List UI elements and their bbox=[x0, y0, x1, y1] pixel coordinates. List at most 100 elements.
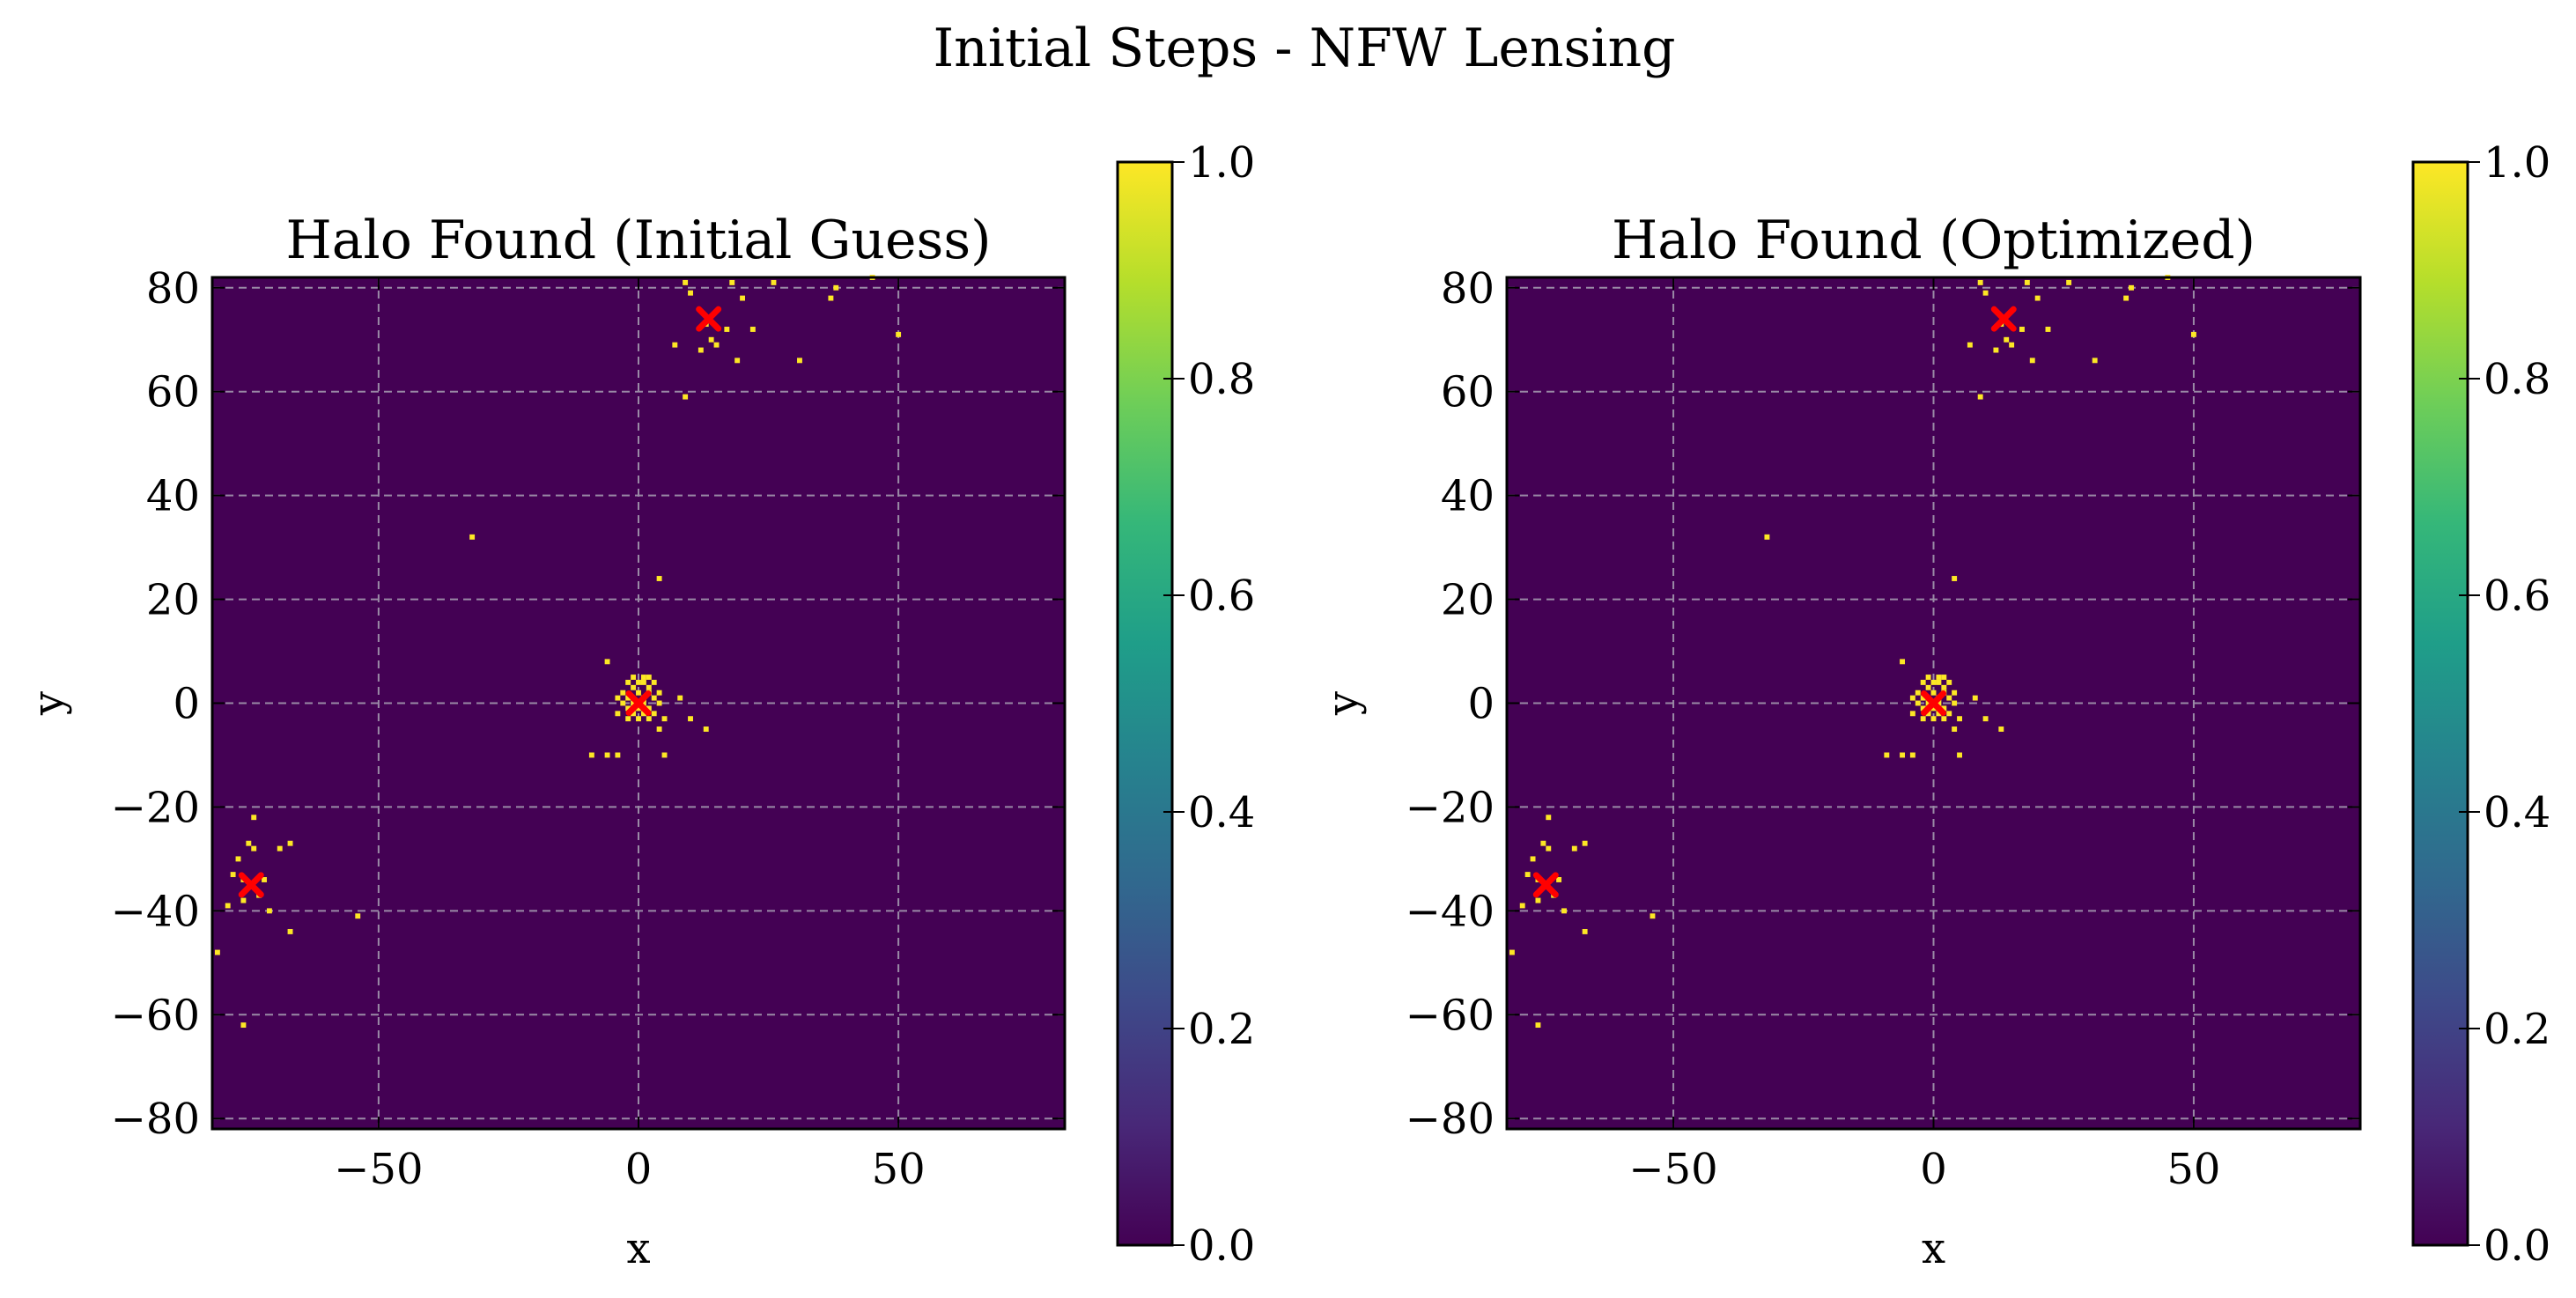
heatmap-pixel bbox=[287, 840, 293, 846]
heatmap-pixel bbox=[1936, 711, 1942, 717]
heatmap-pixel bbox=[1925, 711, 1931, 717]
heatmap-pixel bbox=[2034, 295, 2041, 301]
heatmap-pixel bbox=[1519, 903, 1525, 909]
panel-2: Halo Found (Optimized) −50 0 50 −80 −60 −40 −20… bbox=[1318, 138, 2550, 1273]
heatmap-pixel bbox=[646, 684, 652, 690]
x-axis-label: x bbox=[1922, 1224, 1945, 1273]
heatmap-pixel bbox=[636, 690, 641, 696]
panel-title: Halo Found (Optimized) bbox=[1612, 210, 2255, 271]
heatmap-pixel bbox=[1650, 913, 1656, 919]
heatmap-pixel bbox=[656, 726, 662, 732]
heatmap-pixel bbox=[771, 279, 777, 285]
heatmap-pixel bbox=[1915, 700, 1921, 706]
heatmap-pixel bbox=[1546, 815, 1552, 821]
y-tick-label: 80 bbox=[1441, 264, 1495, 313]
heatmap-pixel bbox=[1509, 949, 1515, 955]
heatmap-pixel bbox=[1909, 711, 1915, 717]
heatmap-pixel bbox=[896, 331, 902, 337]
heatmap-pixel bbox=[640, 675, 646, 680]
heatmap-pixel bbox=[1941, 705, 1947, 712]
colorbar-tick-label: 0.8 bbox=[2484, 355, 2550, 404]
heatmap-pixel bbox=[1967, 342, 1973, 348]
heatmap-pixel bbox=[2092, 358, 2098, 364]
heatmap-pixel bbox=[713, 342, 720, 348]
heatmap-pixel bbox=[1930, 705, 1937, 712]
colorbar-tick-label: 0.2 bbox=[1188, 1005, 1255, 1054]
heatmap-pixel bbox=[1524, 872, 1531, 878]
heatmap-pixel bbox=[214, 949, 220, 955]
heatmap-pixel bbox=[225, 903, 231, 909]
y-tick-label: 20 bbox=[1441, 576, 1495, 625]
heatmap-pixel bbox=[636, 705, 641, 712]
heatmap-pixel bbox=[1998, 726, 2004, 732]
heatmap-pixel bbox=[631, 675, 637, 680]
heatmap-pixel bbox=[651, 695, 657, 701]
colorbar-tick-label: 0.6 bbox=[1188, 572, 1255, 621]
heatmap-pixel bbox=[1982, 290, 1989, 296]
heatmap-pixel bbox=[1571, 845, 1577, 852]
heatmap-pixel bbox=[2024, 279, 2030, 285]
heatmap-pixel bbox=[749, 327, 756, 332]
heatmap-pixel bbox=[734, 358, 741, 364]
y-tick-label: 0 bbox=[173, 680, 200, 729]
y-axis-label: y bbox=[1318, 691, 1368, 716]
heatmap-pixel bbox=[1561, 908, 1567, 914]
heatmap-pixel bbox=[2123, 295, 2129, 301]
heatmap-pixel bbox=[1535, 897, 1541, 903]
heatmap-pixel bbox=[1920, 679, 1926, 685]
colorbar-tick-label: 0.0 bbox=[1188, 1221, 1255, 1271]
heatmap-pixel bbox=[604, 752, 610, 758]
heatmap-pixel bbox=[1884, 752, 1890, 758]
heatmap-pixel bbox=[828, 295, 834, 301]
halo-marker bbox=[238, 872, 264, 898]
heatmap-pixel bbox=[1952, 576, 1958, 581]
heatmap-pixel bbox=[672, 342, 678, 348]
heatmap-pixel bbox=[1530, 856, 1536, 862]
heatmap-pixel bbox=[1946, 679, 1952, 685]
heatmap-pixel bbox=[698, 347, 704, 353]
y-tick-label: 80 bbox=[146, 264, 200, 313]
heatmap-pixel bbox=[640, 700, 646, 706]
halo-marker bbox=[1532, 872, 1559, 898]
colorbar-tick-label: 0.4 bbox=[2484, 788, 2550, 837]
y-tick-label: 60 bbox=[1441, 368, 1495, 417]
heatmap-pixel bbox=[1982, 716, 1989, 722]
halo-marker-stroke bbox=[238, 872, 264, 898]
heatmap-pixel bbox=[1936, 675, 1942, 680]
colorbar-tick-label: 1.0 bbox=[2484, 138, 2550, 188]
heatmap-pixel bbox=[1930, 690, 1937, 696]
colorbar-tick-label: 0.6 bbox=[2484, 572, 2550, 621]
heatmap-pixel bbox=[620, 690, 626, 696]
heatmap-pixel bbox=[683, 279, 689, 285]
heatmap-pixel bbox=[588, 752, 594, 758]
heatmap-pixel bbox=[1909, 695, 1915, 701]
heatmap-pixel bbox=[2190, 331, 2196, 337]
heatmap-pixel bbox=[251, 815, 257, 821]
colorbar: 0.0 0.2 0.4 0.6 0.8 1.0 bbox=[1116, 138, 1255, 1271]
heatmap-pixel bbox=[1936, 679, 1942, 685]
heatmap-pixel bbox=[1920, 705, 1926, 712]
y-tick-label: 40 bbox=[1441, 472, 1495, 521]
heatmap-pixel bbox=[1946, 711, 1952, 717]
halo-marker-stroke bbox=[625, 690, 652, 716]
heatmap-pixel bbox=[688, 290, 693, 296]
heatmap-pixel bbox=[724, 327, 730, 332]
y-tick-label: 20 bbox=[146, 576, 200, 625]
heatmap-pixel bbox=[708, 336, 714, 343]
heatmap-pixel bbox=[235, 856, 241, 862]
heatmap-pixel bbox=[640, 679, 646, 685]
heatmap-pixel bbox=[240, 897, 247, 903]
heatmap-pixel bbox=[262, 877, 267, 882]
heatmap-pixel bbox=[1920, 695, 1926, 701]
heatmap-pixel bbox=[1977, 394, 1983, 400]
heatmap-pixel bbox=[1546, 845, 1552, 852]
heatmap-pixel bbox=[651, 711, 657, 717]
heatmap-pixel bbox=[2029, 358, 2035, 364]
heatmap-pixel bbox=[631, 684, 637, 690]
heatmap-pixel bbox=[797, 358, 802, 364]
colorbar-gradient bbox=[2411, 160, 2469, 1247]
heatmap-pixel bbox=[1540, 840, 1546, 846]
y-tick-label: −80 bbox=[111, 1095, 200, 1144]
colorbar: 0.0 0.2 0.4 0.6 0.8 1.0 bbox=[2411, 138, 2550, 1271]
